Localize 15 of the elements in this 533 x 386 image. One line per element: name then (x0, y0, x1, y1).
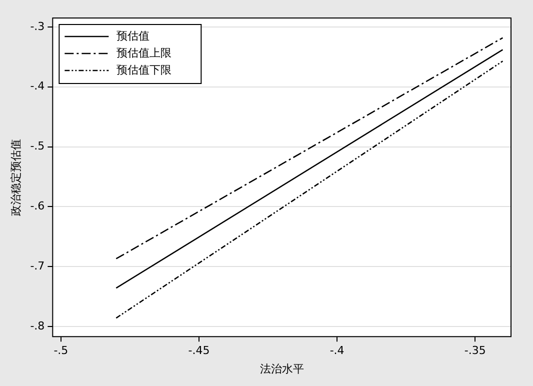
x-tick-label: -.35 (464, 344, 486, 358)
x-tick-label: -.45 (188, 344, 210, 358)
x-axis-title: 法治水平 (260, 362, 304, 376)
y-tick-label: -.7 (30, 259, 45, 272)
y-tick-label: -.8 (30, 319, 45, 332)
legend-label: 预估值下限 (116, 63, 172, 76)
y-tick-label: -.3 (30, 20, 45, 33)
legend-label: 预估值 (116, 29, 150, 42)
y-tick-label: -.6 (30, 200, 45, 213)
x-tick-label: -.4 (330, 344, 344, 358)
legend-label: 预估值上限 (116, 46, 172, 60)
y-tick-label: -.5 (30, 140, 45, 153)
x-tick-label: -.5 (54, 344, 68, 358)
y-axis-title: 政治稳定预估值 (9, 138, 22, 216)
y-tick-label: -.4 (30, 80, 45, 93)
